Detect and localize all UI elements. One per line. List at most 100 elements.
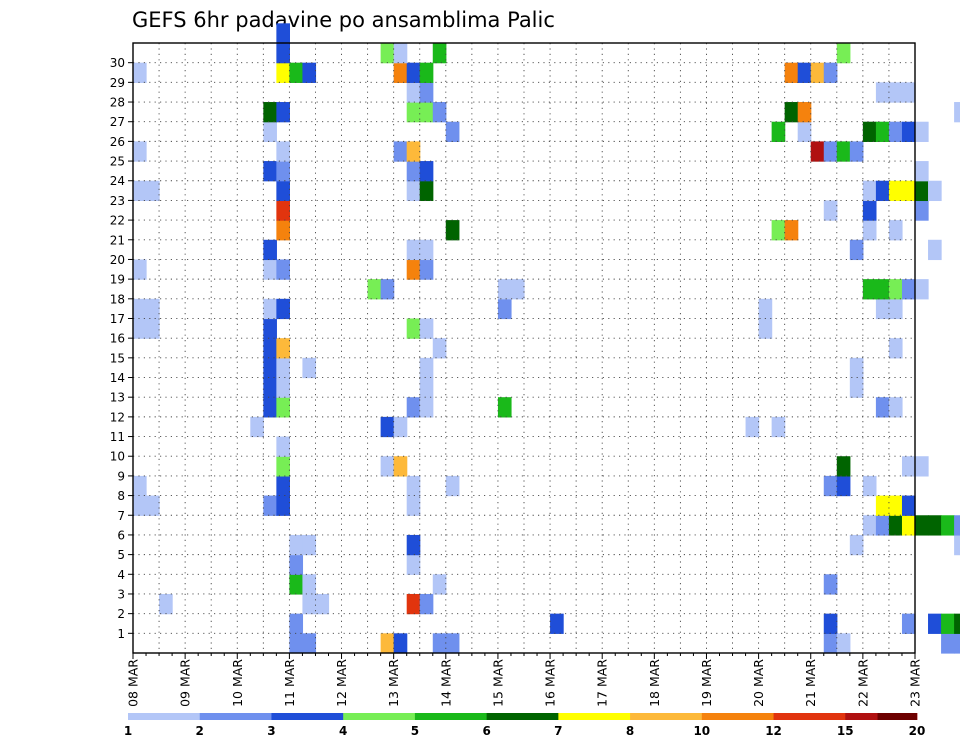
- precip-cell: [888, 515, 903, 536]
- precip-cell: [133, 475, 147, 497]
- precip-cell: [419, 397, 434, 418]
- precip-cell: [497, 279, 512, 300]
- colorbar-swatch: [486, 713, 559, 720]
- precip-cell: [888, 180, 903, 202]
- y-tick-label: 10: [110, 450, 125, 464]
- precip-cell: [263, 259, 277, 280]
- precip-cell: [445, 633, 460, 654]
- y-tick-label: 14: [110, 371, 125, 385]
- precip-cell: [862, 121, 877, 142]
- colorbar-label: 8: [626, 724, 634, 738]
- precip-cell: [875, 180, 890, 202]
- precip-cell: [263, 377, 277, 398]
- precip-cell: [302, 534, 317, 556]
- precip-cell: [784, 220, 799, 241]
- precip-cell: [836, 456, 851, 477]
- y-tick-label: 5: [117, 548, 125, 562]
- precip-cell: [406, 62, 421, 83]
- precip-cell: [263, 102, 277, 123]
- colorbar-label: 10: [693, 724, 710, 738]
- precip-cell: [276, 338, 290, 359]
- precip-cell: [276, 180, 290, 202]
- y-tick-label: 18: [110, 292, 125, 306]
- precip-cell: [419, 357, 434, 379]
- colorbar-swatch: [414, 713, 488, 720]
- precip-cell: [380, 456, 395, 477]
- x-tick-label: 14 MAR: [438, 659, 453, 707]
- precip-cell: [550, 613, 564, 634]
- precip-cell: [276, 200, 290, 221]
- precip-cell: [915, 200, 929, 221]
- precip-cell: [510, 279, 525, 300]
- precip-cell: [888, 338, 903, 359]
- precip-cell: [419, 161, 434, 182]
- colorbar-swatch: [701, 713, 774, 720]
- precip-cell: [419, 239, 434, 261]
- colorbar-label: 3: [267, 724, 275, 738]
- precip-cell: [445, 220, 460, 241]
- precip-cell: [445, 475, 460, 497]
- precip-cell: [133, 141, 147, 162]
- precip-cell: [497, 298, 512, 320]
- colorbar-label: 15: [837, 724, 854, 738]
- precip-cell: [289, 534, 304, 556]
- colorbar-legend: 1 2 3 4 5 6 7 8 10 12 15 20: [124, 713, 925, 738]
- y-tick-label: 29: [110, 76, 125, 90]
- precip-cell: [915, 180, 929, 202]
- precip-cell: [888, 82, 903, 103]
- precip-cell: [393, 141, 408, 162]
- precip-cell: [276, 475, 290, 497]
- precip-cell: [419, 82, 434, 103]
- precip-cell: [901, 515, 916, 536]
- precip-cell: [289, 633, 304, 654]
- y-tick-label: 8: [117, 489, 125, 503]
- precip-cell: [133, 495, 147, 516]
- precip-cell: [159, 593, 173, 615]
- precip-cell: [875, 279, 890, 300]
- colorbar-label: 7: [554, 724, 562, 738]
- y-tick-label: 6: [117, 528, 125, 542]
- precip-cell: [432, 102, 447, 123]
- precip-cell: [302, 574, 317, 595]
- precip-cell: [823, 475, 838, 497]
- precip-cell: [406, 495, 421, 516]
- precip-cell: [406, 239, 421, 261]
- x-tick-label: 08 MAR: [126, 659, 141, 707]
- precip-cell: [419, 259, 434, 280]
- precip-cell: [875, 121, 890, 142]
- precip-cell: [862, 515, 877, 536]
- precip-cell: [276, 436, 290, 457]
- precip-cell: [836, 475, 851, 497]
- precip-cell: [875, 515, 890, 536]
- precip-cell: [133, 180, 147, 202]
- precip-cell: [875, 495, 890, 516]
- y-tick-label: 20: [110, 253, 125, 267]
- precip-cell: [784, 62, 799, 83]
- precip-cell: [888, 495, 903, 516]
- precip-cell: [276, 62, 290, 83]
- x-tick-label: 15 MAR: [490, 659, 505, 707]
- precip-cell: [954, 102, 960, 123]
- precip-cell: [862, 279, 877, 300]
- precip-cell: [393, 456, 408, 477]
- y-tick-label: 24: [110, 174, 125, 188]
- x-tick-label: 10 MAR: [230, 659, 245, 707]
- precip-cell: [406, 141, 421, 162]
- y-tick-label: 16: [110, 332, 125, 346]
- precip-cell: [888, 121, 903, 142]
- precip-cell: [276, 259, 290, 280]
- precip-cell: [302, 593, 317, 615]
- precip-cell: [758, 298, 773, 320]
- x-tick-label: 16 MAR: [543, 659, 558, 707]
- precip-cell: [849, 141, 864, 162]
- precip-cell: [901, 279, 916, 300]
- colorbar-swatch: [271, 713, 344, 720]
- precip-cell: [849, 534, 864, 556]
- precip-cell: [406, 318, 421, 339]
- x-tick-label: 11 MAR: [282, 659, 297, 707]
- colorbar-swatch: [199, 713, 272, 720]
- precip-cell: [849, 357, 864, 379]
- precip-cell: [263, 397, 277, 418]
- precip-cell: [823, 141, 838, 162]
